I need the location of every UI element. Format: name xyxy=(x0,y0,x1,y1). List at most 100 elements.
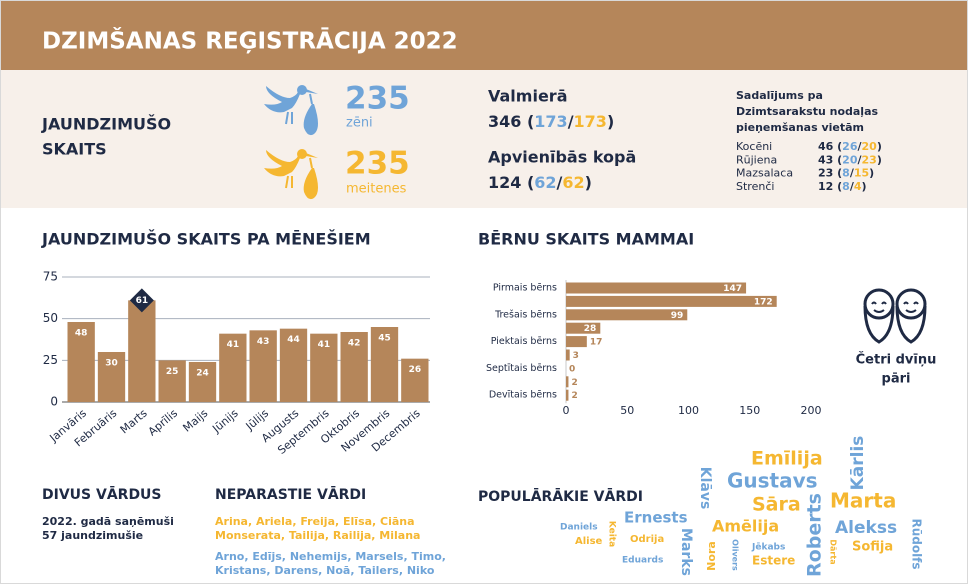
districts-title: Sadalījums pa xyxy=(736,89,823,102)
header-band xyxy=(0,0,968,70)
popular-name: Estere xyxy=(752,554,795,568)
popular-name: Roberts xyxy=(804,493,826,577)
x-tick-label: 50 xyxy=(620,404,634,417)
districts-title: Dzimtsarakstu nodaļas xyxy=(736,105,879,118)
district-count: 23 (8/15) xyxy=(818,167,874,180)
location-count-part: / xyxy=(557,173,563,192)
stork-icon-girls xyxy=(264,149,318,200)
district-count-part: 43 ( xyxy=(818,153,842,166)
bar xyxy=(566,336,587,348)
popular-names-title: POPULĀRĀKIE VĀRDI xyxy=(478,487,643,505)
bar xyxy=(249,330,277,402)
popular-name: Alise xyxy=(575,536,603,547)
unusual-boy-names: Arno, Edījs, Nehemijs, Marsels, Timo, xyxy=(215,550,446,563)
location-count: 346 (173/173) xyxy=(488,112,614,131)
popular-name: Nora xyxy=(705,541,718,571)
bar xyxy=(188,362,217,402)
location-count-part: 124 ( xyxy=(488,173,534,192)
bar xyxy=(566,295,777,307)
bar xyxy=(67,322,95,402)
popular-name: Alekss xyxy=(835,518,897,538)
bar-value-label: 41 xyxy=(318,340,331,350)
bar xyxy=(219,333,247,402)
highlight-marker xyxy=(129,288,154,313)
popular-name: Olivers xyxy=(731,539,740,571)
bar-value-label: 26 xyxy=(409,365,422,375)
bar-value-label: 2 xyxy=(571,378,577,388)
bar-value-label: 44 xyxy=(287,335,300,345)
unusual-girl-names: Monserata, Tailija, Railija, Milana xyxy=(215,529,420,542)
bar xyxy=(566,322,601,334)
popular-name: Dārta xyxy=(829,539,838,564)
summary-label: SKAITS xyxy=(42,140,107,159)
bar-value-label: 24 xyxy=(196,369,209,379)
bar xyxy=(566,389,569,401)
popular-name: Jēkabs xyxy=(751,543,785,553)
popular-name: Marks xyxy=(678,528,694,576)
district-count: 12 (8/4) xyxy=(818,180,867,193)
y-tick-label: 25 xyxy=(43,353,58,367)
bar-value-label: 48 xyxy=(75,329,88,339)
bar xyxy=(566,376,569,388)
district-count-part: / xyxy=(857,140,862,153)
double-names-text: 2022. gadā saņēmuši xyxy=(42,515,174,528)
twins-icon xyxy=(863,288,927,344)
popular-name: Eduards xyxy=(622,556,663,566)
boys-label: zēni xyxy=(346,116,373,131)
district-count-part: 23 xyxy=(862,153,877,166)
district-count-part: ) xyxy=(877,140,882,153)
location-count-part: / xyxy=(568,112,574,131)
district-count-part: 20 xyxy=(842,153,858,166)
unusual-boy-names: Kristans, Darens, Noā, Tailers, Niko xyxy=(215,564,435,577)
district-name: Mazsalaca xyxy=(736,167,793,180)
chart-title: BĒRNU SKAITS MAMMAI xyxy=(478,229,694,249)
bar-value-label: 41 xyxy=(227,340,240,350)
y-tick-label: 0 xyxy=(50,395,58,409)
location-count-part: 346 ( xyxy=(488,112,534,131)
popular-name: Marta xyxy=(830,489,896,513)
district-count-part: 15 xyxy=(854,167,869,180)
district-count-part: 12 ( xyxy=(818,180,842,193)
popular-name: Emīlija xyxy=(751,448,823,470)
bar xyxy=(370,327,399,402)
district-count-part: 46 ( xyxy=(818,140,842,153)
twins-label: pāri xyxy=(882,372,911,387)
x-tick-label: 100 xyxy=(678,404,699,417)
district-name: Strenči xyxy=(736,180,774,193)
district-count-part: / xyxy=(850,180,855,193)
bar xyxy=(158,360,186,402)
bar-value-label: 0 xyxy=(569,364,575,374)
popular-name: Sāra xyxy=(752,494,801,516)
y-tick-label: 50 xyxy=(43,311,58,325)
district-name: Kocēni xyxy=(736,140,772,153)
y-tick-label: Devītais bērns xyxy=(489,390,557,401)
district-count-part: ) xyxy=(869,167,874,180)
popular-name: Klāvs xyxy=(697,467,713,510)
x-tick-label: 0 xyxy=(563,404,570,417)
district-count-part: 4 xyxy=(854,180,862,193)
popular-name: Odrija xyxy=(630,534,664,545)
chart-title: JAUNDZIMUŠO SKAITS PA MĒNEŠIEM xyxy=(41,229,371,249)
bar-value-label: 2 xyxy=(571,391,577,401)
bar xyxy=(566,309,688,321)
double-names-title: DIVUS VĀRDUS xyxy=(42,485,162,503)
popular-name: Daniels xyxy=(560,523,598,533)
x-tick-label: 150 xyxy=(739,404,760,417)
unusual-names-title: NEPARASTIE VĀRDI xyxy=(215,485,366,503)
location-count-part: 62 xyxy=(534,173,556,192)
location-title: Valmierā xyxy=(488,87,567,106)
unusual-girl-names: Arina, Ariela, Freija, Elīsa, Ciāna xyxy=(215,515,415,528)
district-name: Rūjiena xyxy=(736,153,777,166)
popular-name: Gustavs xyxy=(727,469,818,493)
location-count-part: 62 xyxy=(562,173,584,192)
popular-name: Ernests xyxy=(624,509,688,527)
popular-name: Keita xyxy=(607,521,617,547)
district-count-part: 8 xyxy=(842,180,850,193)
twins-label: Četri dvīņu xyxy=(856,352,937,368)
bar xyxy=(310,333,338,402)
bar-value-label: 172 xyxy=(754,297,773,307)
bar-value-label: 99 xyxy=(671,311,684,321)
stork-icon-boys xyxy=(264,85,318,136)
bar-value-label: 30 xyxy=(105,359,118,369)
